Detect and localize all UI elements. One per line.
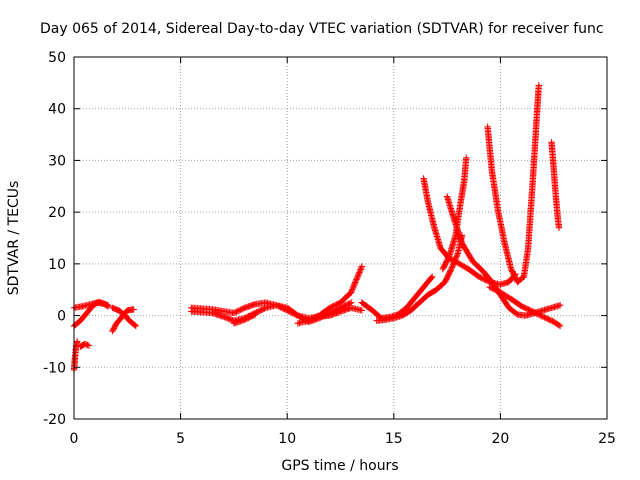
x-tick-label: 5 [176,431,185,447]
series-arc-late-d [484,82,542,286]
series-arc-mid-c [230,311,259,327]
series-arc-early-d [77,340,93,350]
series-arc-early-f [109,304,139,330]
x-tick-label: 15 [385,431,403,447]
y-tick-label: 20 [48,205,66,221]
series-arc-late-c [443,193,564,319]
x-tick-label: 25 [598,431,616,447]
axis-ticks: 0 5 10 15 20 25 -20 -10 0 10 20 30 40 50 [43,50,616,447]
y-tick-label: -20 [43,412,66,428]
chart-title: Day 065 of 2014, Sidereal Day-to-day VTE… [40,21,604,37]
x-tick-label: 0 [70,431,79,447]
y-tick-label: 30 [48,153,66,169]
series-arc-late-f [548,139,563,231]
x-tick-label: 10 [278,431,296,447]
x-tick-label: 20 [491,431,509,447]
y-axis-label: SDTVAR / TECUs [6,181,22,296]
y-tick-label: 40 [48,102,66,118]
y-tick-label: 50 [48,50,66,66]
y-tick-label: 0 [57,309,66,325]
grid-lines [74,57,607,419]
series-arc-mid-d [294,263,365,327]
x-axis-label: GPS time / hours [281,458,398,474]
plot-frame [73,56,608,420]
y-tick-label: 10 [48,257,66,273]
series-arc-early-c [70,338,81,374]
series-arc-late-e [486,283,564,330]
series-arc-late-a [420,175,519,288]
y-tick-label: -10 [43,360,66,376]
data-marks [70,82,564,374]
